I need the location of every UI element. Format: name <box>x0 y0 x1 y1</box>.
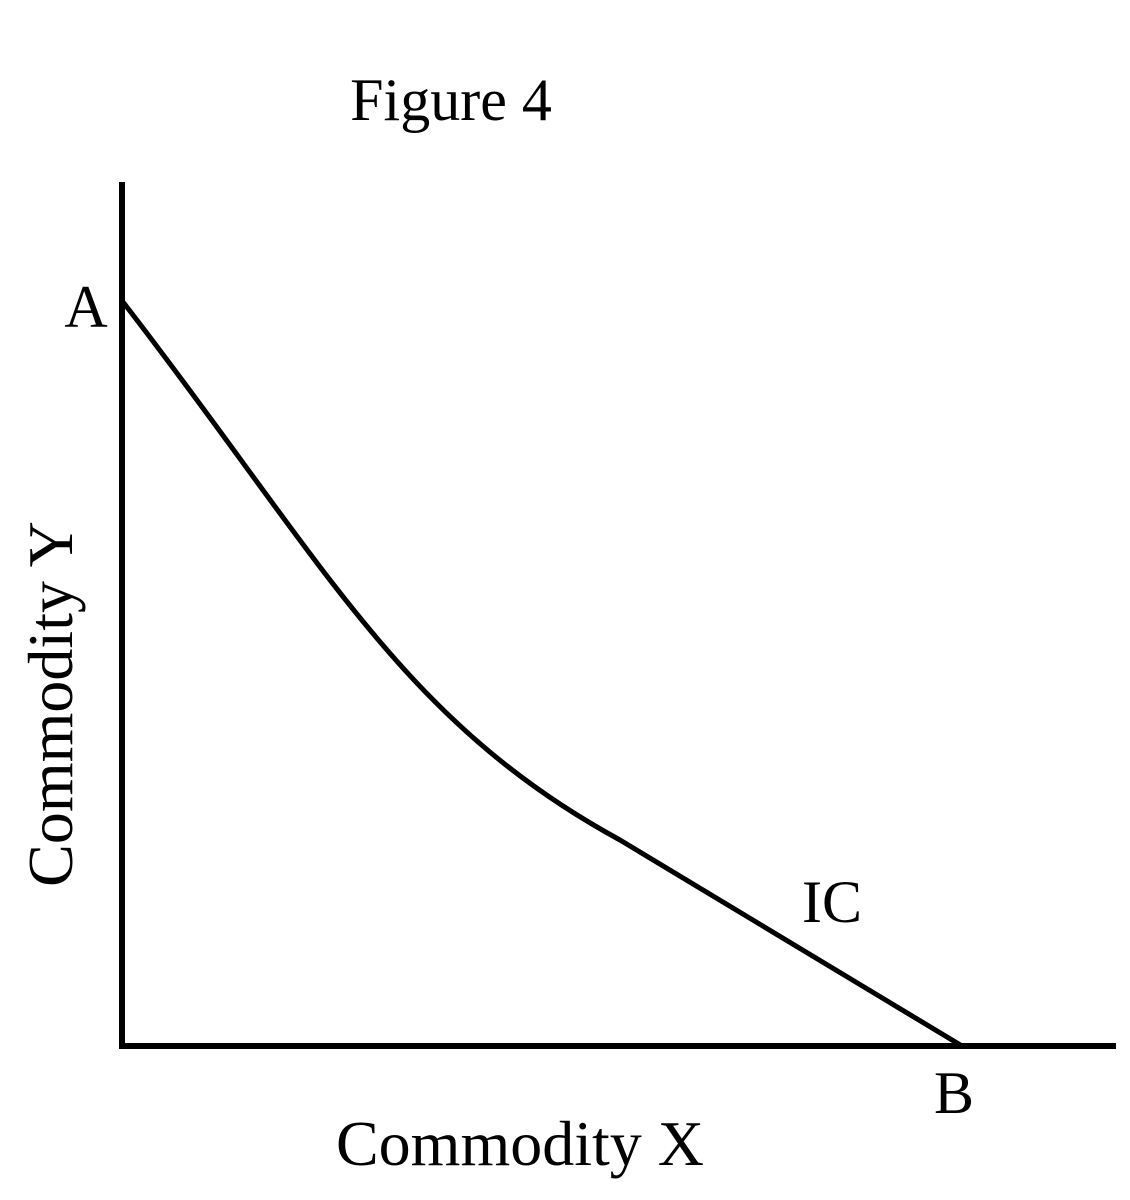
x-axis-title: Commodity X <box>336 1108 704 1179</box>
figure-title: Figure 4 <box>350 67 552 133</box>
indifference-curve <box>120 299 965 1049</box>
point-b-label: B <box>934 1060 974 1126</box>
y-axis-title: Commodity Y <box>15 521 86 887</box>
point-a-label: A <box>64 274 107 340</box>
curve-label: IC <box>802 869 862 935</box>
